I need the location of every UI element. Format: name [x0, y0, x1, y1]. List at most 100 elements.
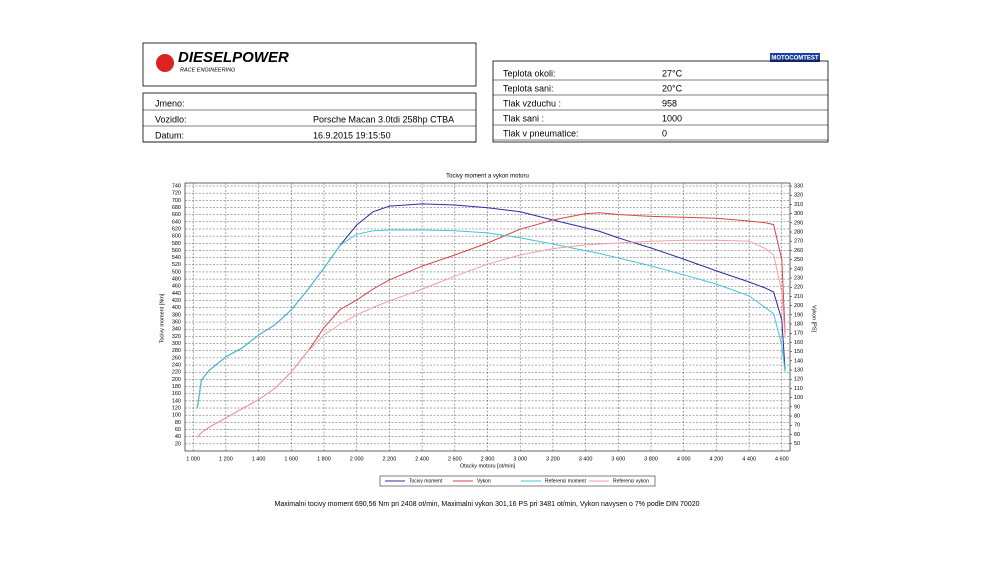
y2-tick-label: 130 [794, 367, 803, 373]
y-tick-label: 380 [172, 312, 181, 318]
field-label: Vozidlo: [155, 114, 187, 124]
y2-tick-label: 160 [794, 340, 803, 346]
y-tick-label: 560 [172, 248, 181, 254]
field-value: 27°C [662, 68, 683, 78]
y2-tick-label: 290 [794, 220, 803, 226]
series-line [196, 239, 786, 438]
logo-icon [156, 54, 174, 72]
series-line [196, 212, 786, 438]
y-tick-label: 680 [172, 205, 181, 211]
x-tick-label: 2 600 [448, 456, 462, 462]
legend-label: Tocivy moment [409, 478, 443, 484]
y2-tick-label: 110 [794, 386, 803, 392]
y-tick-label: 440 [172, 291, 181, 297]
x-tick-label: 1 800 [317, 456, 331, 462]
x-tick-label: 2 200 [383, 456, 397, 462]
conditions-box [492, 60, 829, 143]
y2-tick-label: 300 [794, 211, 803, 217]
x-tick-label: 3 400 [579, 456, 593, 462]
x-tick-label: 2 800 [481, 456, 495, 462]
x-tick-label: 3 000 [513, 456, 527, 462]
x-tick-label: 1 200 [219, 456, 233, 462]
x-tick-label: 3 600 [611, 456, 625, 462]
legend-box [379, 475, 656, 487]
y-tick-label: 600 [172, 234, 181, 240]
y-tick-label: 160 [172, 391, 181, 397]
x-tick-label: 4 200 [710, 456, 724, 462]
y-tick-label: 700 [172, 198, 181, 204]
y-tick-label: 120 [172, 405, 181, 411]
x-tick-label: 4 400 [742, 456, 756, 462]
y-tick-label: 140 [172, 398, 181, 404]
x-tick-label: 1 000 [186, 456, 200, 462]
y-tick-label: 260 [172, 355, 181, 361]
y-tick-label: 740 [172, 183, 181, 189]
y2-tick-label: 240 [794, 266, 803, 272]
y2-tick-label: 90 [794, 404, 800, 410]
legend-label: Referenci moment [545, 478, 586, 484]
x-tick-label: 3 200 [546, 456, 560, 462]
x-tick-label: 1 600 [284, 456, 298, 462]
y-tick-label: 500 [172, 269, 181, 275]
y-tick-label: 640 [172, 219, 181, 225]
y2-tick-label: 250 [794, 257, 803, 263]
y2-tick-label: 150 [794, 349, 803, 355]
y-tick-label: 20 [175, 441, 181, 447]
y2-tick-label: 280 [794, 229, 803, 235]
x-tick-label: 2 000 [350, 456, 364, 462]
legend-label: Vykon [477, 478, 491, 484]
y2-tick-label: 210 [794, 294, 803, 300]
y-tick-label: 40 [175, 434, 181, 440]
y2-tick-label: 230 [794, 275, 803, 281]
field-label: Datum: [155, 130, 184, 140]
y2-tick-label: 180 [794, 321, 803, 327]
y-tick-label: 720 [172, 191, 181, 197]
y-tick-label: 520 [172, 262, 181, 268]
y-axis-label: Tocivy moment [Nm] [159, 293, 165, 343]
field-value: Porsche Macan 3.0tdi 258hp CTBA [313, 114, 454, 124]
y-tick-label: 180 [172, 384, 181, 390]
footnote: Maximalni tocivy moment 690,56 Nm pri 24… [274, 501, 699, 508]
x-tick-label: 2 400 [415, 456, 429, 462]
y-tick-label: 620 [172, 226, 181, 232]
field-label: Jmeno: [155, 98, 185, 108]
badge-bg [770, 53, 820, 62]
y-tick-label: 660 [172, 212, 181, 218]
x-tick-label: 1 400 [252, 456, 266, 462]
field-value: 16.9.2015 19:15:50 [313, 130, 391, 140]
y-tick-label: 320 [172, 334, 181, 340]
y-tick-label: 460 [172, 284, 181, 290]
y2-tick-label: 270 [794, 239, 803, 245]
series-line [196, 229, 786, 409]
field-value: 20°C [662, 83, 683, 93]
y2-tick-label: 50 [794, 441, 800, 447]
x-axis-label: Otacky motoru [ot/min] [460, 463, 516, 469]
y2-axis-label: Vykon [PS] [811, 305, 817, 332]
y-tick-label: 360 [172, 320, 181, 326]
logo: DIESELPOWER [178, 49, 289, 66]
y2-tick-label: 120 [794, 377, 803, 383]
y-tick-label: 60 [175, 427, 181, 433]
y2-tick-label: 200 [794, 303, 803, 309]
y-tick-label: 540 [172, 255, 181, 261]
y-tick-label: 280 [172, 348, 181, 354]
field-label: Teplota sani: [503, 83, 554, 93]
y-tick-label: 80 [175, 420, 181, 426]
field-value: 958 [662, 98, 677, 108]
y2-tick-label: 100 [794, 395, 803, 401]
y-tick-label: 100 [172, 413, 181, 419]
y2-tick-label: 320 [794, 193, 803, 199]
y2-tick-label: 70 [794, 423, 800, 429]
field-value: 1000 [662, 113, 682, 123]
y2-tick-label: 310 [794, 202, 803, 208]
badge: MOTOCOMTEST [771, 56, 819, 62]
field-label: Teplota okoli: [503, 68, 556, 78]
y-tick-label: 300 [172, 341, 181, 347]
field-value: 0 [662, 128, 667, 138]
y2-tick-label: 220 [794, 285, 803, 291]
y2-tick-label: 140 [794, 358, 803, 364]
logo-box [142, 42, 477, 87]
x-tick-label: 3 800 [644, 456, 658, 462]
x-tick-label: 4 000 [677, 456, 691, 462]
